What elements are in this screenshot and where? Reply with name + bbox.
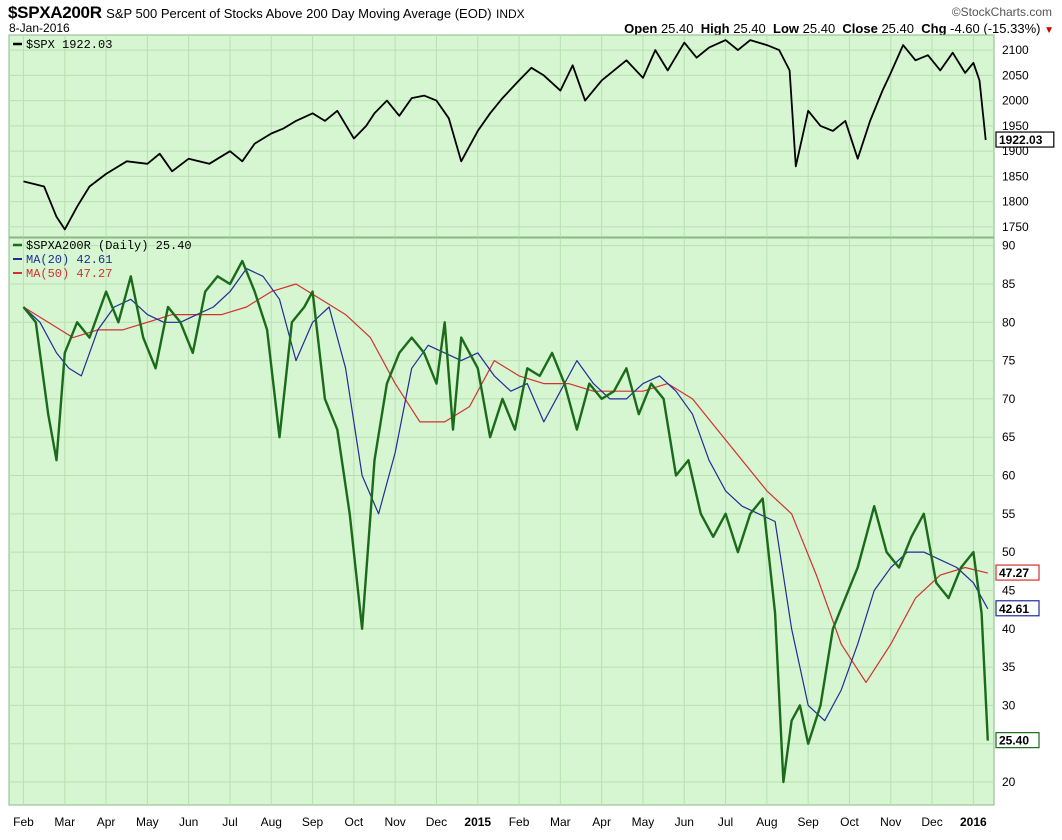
ma50-series-line (23, 283, 988, 684)
x-tick-label: Aug (261, 815, 282, 829)
x-tick-label: Sep (302, 815, 324, 829)
x-tick-label: Nov (880, 815, 901, 829)
chart-title-line: $SPXA200R S&P 500 Percent of Stocks Abov… (8, 3, 525, 23)
low-label: Low (773, 21, 800, 36)
ma20-legend-label: MA(20) 42.61 (26, 253, 112, 267)
spx-series-line (23, 39, 987, 231)
y-tick-label: 20 (1002, 775, 1016, 789)
x-tick-label: Feb (13, 815, 34, 829)
x-tick-label: Apr (592, 815, 611, 829)
y-tick-label: 2050 (1002, 68, 1029, 82)
y-tick-label: 55 (1002, 507, 1016, 521)
x-axis: Feb Mar Apr May Jun Jul Aug Sep Oct Nov Dec 2015 Feb… (13, 815, 987, 829)
spxa200r-panel: 202530354045505560657075808590$SPXA200R … (8, 237, 1040, 806)
x-tick-label: Jun (675, 815, 694, 829)
y-tick-label: 30 (1002, 698, 1016, 712)
y-tick-label: 1950 (1002, 119, 1029, 133)
x-tick-label: Feb (509, 815, 530, 829)
x-tick-label: Jun (179, 815, 198, 829)
y-tick-label: 90 (1002, 239, 1016, 253)
open-value: 25.40 (660, 21, 694, 36)
spx-legend-label: $SPX 1922.03 (26, 38, 112, 52)
spxa200r-series-line (22, 259, 989, 784)
y-tick-label: 1900 (1002, 144, 1029, 158)
x-tick-label: Jul (718, 815, 733, 829)
x-tick-label: Dec (426, 815, 447, 829)
ma50-value-tag: 47.27 (999, 566, 1029, 580)
brand-watermark: ©StockCharts.com (951, 5, 1052, 19)
y-tick-label: 60 (1002, 469, 1016, 483)
y-tick-label: 85 (1002, 277, 1016, 291)
panel-1-background (8, 34, 995, 238)
ticker-symbol: $SPXA200R (8, 3, 102, 22)
y-tick-label: 1850 (1002, 169, 1029, 183)
x-tick-label: Dec (921, 815, 942, 829)
y-tick-label: 50 (1002, 545, 1016, 559)
chg-label: Chg (921, 21, 947, 36)
ma50-value-tag-box (995, 564, 1040, 581)
x-tick-label: Oct (840, 815, 859, 829)
y-tick-label: 1800 (1002, 195, 1029, 209)
y-tick-label: 75 (1002, 354, 1016, 368)
x-tick-label: Mar (54, 815, 75, 829)
x-tick-label: Sep (797, 815, 819, 829)
spxa200r-last-value-tag: 25.40 (999, 734, 1029, 748)
ma20-series-line (23, 268, 989, 722)
y-tick-label: 2100 (1002, 43, 1029, 57)
y-tick-label: 1750 (1002, 220, 1029, 234)
high-label: High (700, 21, 730, 36)
spxa200r-legend-label: $SPXA200R (Daily) 25.40 (26, 239, 192, 253)
open-label: Open (624, 21, 658, 36)
y-tick-label: 40 (1002, 622, 1016, 636)
y-tick-label: 80 (1002, 315, 1016, 329)
y-tick-label: 2000 (1002, 94, 1029, 108)
spx-panel: 1750 1800 1850 1900 1950 2000 2050 2100 $SPX 192… (8, 34, 1055, 238)
x-tick-label: May (632, 815, 655, 829)
panel-2-background (8, 237, 995, 806)
y-tick-label: 65 (1002, 430, 1016, 444)
chg-value: -4.60 (-15.33%) (950, 21, 1041, 36)
spx-last-value-tag: 1922.03 (999, 133, 1043, 147)
x-tick-label: Apr (97, 815, 116, 829)
x-tick-label: Jul (222, 815, 237, 829)
y-tick-label: 70 (1002, 392, 1016, 406)
x-tick-label: May (136, 815, 159, 829)
spx-last-value-tag-box (995, 131, 1055, 148)
ohlc-readout: Open 25.40 High 25.40 Low 25.40 Close 25… (624, 21, 1054, 36)
x-tick-label: 2015 (464, 815, 491, 829)
x-tick-label: Mar (550, 815, 571, 829)
y-tick-label: 45 (1002, 583, 1016, 597)
spxa200r-last-value-tag-box (995, 732, 1040, 749)
down-arrow-icon: ▼ (1044, 25, 1054, 36)
close-label: Close (842, 21, 878, 36)
x-tick-label: Oct (345, 815, 364, 829)
x-tick-label: 2016 (960, 815, 987, 829)
y-tick-label: 35 (1002, 660, 1016, 674)
chart-date: 8-Jan-2016 (9, 21, 70, 35)
exchange-label: INDX (496, 7, 525, 21)
ma20-value-tag: 42.61 (999, 602, 1029, 616)
chart-description: S&P 500 Percent of Stocks Above 200 Day … (106, 6, 492, 21)
x-tick-label: Aug (756, 815, 777, 829)
close-value: 25.40 (881, 21, 914, 36)
x-tick-label: Nov (384, 815, 405, 829)
low-value: 25.40 (802, 21, 836, 36)
ma50-legend-label: MA(50) 47.27 (26, 267, 112, 281)
ma20-value-tag-box (995, 600, 1040, 617)
high-value: 25.40 (733, 21, 766, 36)
